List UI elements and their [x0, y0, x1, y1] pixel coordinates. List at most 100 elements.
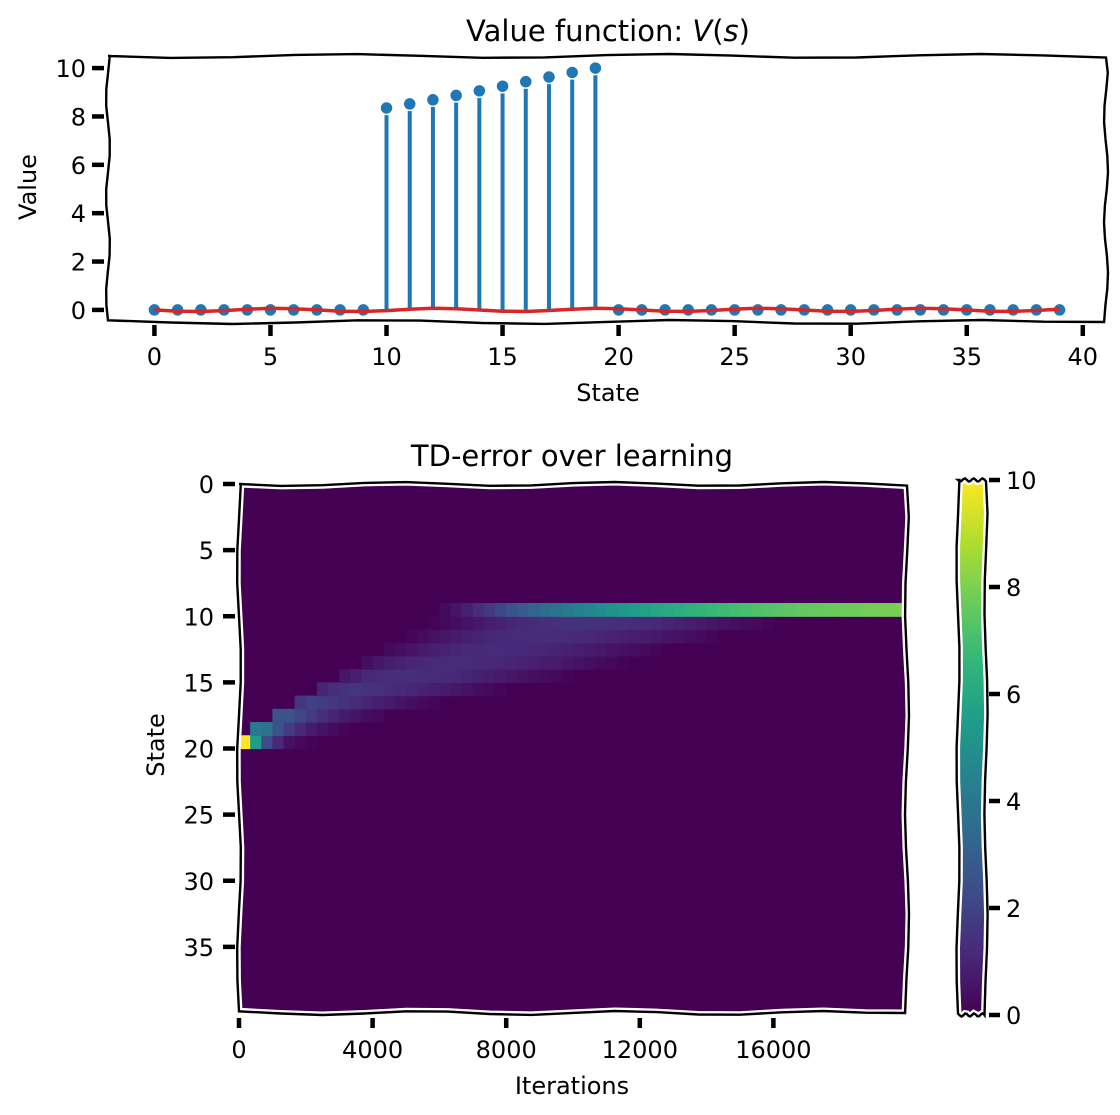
heatmap-cell [650, 642, 663, 657]
heatmap-cell [461, 603, 474, 617]
heatmap-cell [472, 629, 485, 644]
heatmap-cell [662, 616, 674, 631]
y-tick-label: 8 [71, 103, 86, 131]
y-tick-15: 15 [183, 669, 235, 697]
y-tick-5: 5 [199, 537, 235, 565]
y-tick-0: 0 [71, 297, 104, 325]
heatmap-cell [539, 629, 552, 644]
heatmap-cell [294, 735, 307, 750]
stem-18 [564, 65, 580, 310]
heatmap-cell [372, 682, 385, 697]
heatmap-cell [751, 616, 763, 631]
heatmap-cell [483, 616, 496, 631]
heatmap-cell [406, 655, 418, 670]
heatmap-cell [851, 603, 864, 617]
heatmap-cell [272, 722, 285, 736]
x-tick-label: 0 [147, 343, 162, 371]
heatmap-cell [751, 603, 763, 617]
heatmap-cell [584, 603, 596, 617]
heatmap-cell [383, 669, 396, 683]
stem-12 [425, 92, 441, 310]
heatmap-cell [316, 682, 329, 697]
heatmap-cell [450, 603, 463, 617]
value-x-label: State [576, 379, 640, 407]
heatmap-cell [617, 629, 630, 644]
heatmap-cell [483, 682, 496, 697]
heatmap-cell [428, 655, 440, 670]
value-plot-area [147, 60, 1067, 318]
x-tick-label: 4000 [342, 1036, 403, 1064]
value-x-axis: 0 5 10 15 20 25 30 35 40 [147, 325, 1098, 371]
heatmap-cell [506, 629, 518, 644]
heatmap-cell [829, 603, 841, 617]
heatmap-cell [762, 603, 774, 617]
stem-marker [541, 69, 557, 85]
heatmap-cell [650, 603, 663, 617]
x-tick-label: 10 [371, 343, 402, 371]
heatmap-cell [884, 603, 897, 617]
heatmap-cell [728, 603, 741, 617]
heatmap-cell [495, 603, 507, 617]
heatmap-cell [684, 603, 697, 617]
heatmap-cell [495, 655, 507, 670]
colorbar-tick-6: 6 [989, 681, 1021, 709]
heatmap-cell [417, 695, 429, 710]
heatmap-cell [628, 603, 641, 617]
title-v: V [692, 14, 714, 48]
heatmap-cell [461, 642, 474, 657]
heatmap-cell [506, 603, 518, 617]
colorbar-tick-8: 8 [989, 574, 1021, 602]
heatmap-cell [740, 603, 752, 617]
heatmap-cell [517, 642, 530, 657]
stem-marker [379, 100, 394, 116]
heatmap-cell [350, 695, 363, 710]
heatmap-cell [606, 629, 619, 644]
y-tick-25: 25 [183, 802, 235, 830]
heatmap-cell [316, 695, 329, 710]
heatmap-cell [461, 616, 474, 631]
heatmap-cell [539, 603, 552, 617]
heatmap-cell [573, 616, 585, 631]
heatmap-cell [717, 616, 730, 631]
heatmap-cell [283, 708, 296, 723]
heatmap-row-14 [339, 669, 574, 683]
x-tick-40: 40 [1068, 325, 1099, 371]
heatmap-cell [361, 669, 374, 683]
heatmap-cell [606, 616, 619, 631]
value-y-label: Value [14, 154, 42, 220]
heatmap-cell [261, 735, 273, 750]
y-tick-label: 10 [183, 603, 214, 631]
heatmap-cell [628, 629, 641, 644]
x-tick-label: 20 [603, 343, 634, 371]
y-tick-label: 0 [199, 471, 214, 499]
heatmap-cell [350, 682, 363, 697]
heatmap-cell [394, 655, 407, 670]
colorbar-frame-line [954, 476, 989, 1019]
colorbar-tick-label: 8 [1006, 574, 1021, 602]
heatmap-cell [573, 629, 585, 644]
heatmap-cell [639, 629, 652, 644]
heatmap-cell [483, 655, 496, 670]
heatmap-cell [439, 616, 452, 631]
y-tick-label: 0 [71, 297, 86, 325]
y-tick-35: 35 [183, 934, 235, 962]
heatmap-cell [528, 642, 541, 657]
heatmap-row-13 [361, 655, 630, 670]
heatmap-cell [862, 603, 875, 617]
x-tick-15: 15 [487, 325, 518, 371]
stem-16 [518, 74, 534, 310]
heatmap-row-15 [316, 682, 507, 697]
heatmap-cell [628, 642, 641, 657]
heatmap-cell [595, 655, 607, 670]
heatmap-cell [461, 669, 474, 683]
heatmap-cell [461, 682, 474, 697]
heatmap-cell [383, 682, 396, 697]
heatmap-cell [350, 669, 363, 683]
x-tick-label: 40 [1068, 343, 1099, 371]
x-tick-25: 25 [719, 325, 750, 371]
heatmap-cell [561, 616, 574, 631]
heatmap-cell [506, 655, 518, 670]
heatmap-cell [506, 669, 518, 683]
heatmap-cell [528, 669, 541, 683]
